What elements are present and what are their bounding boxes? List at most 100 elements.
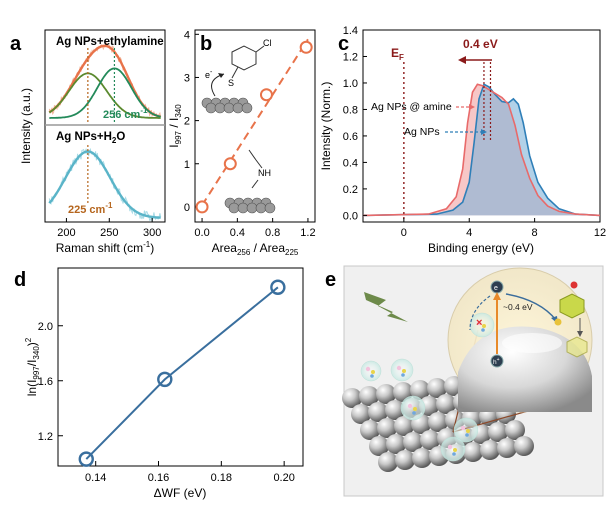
panel-c-xtick-label: 8	[532, 227, 538, 239]
silver-nanoparticle	[412, 448, 432, 468]
silver-nanoparticle	[376, 384, 396, 404]
ethylamine-atom	[365, 366, 371, 372]
panel-a-bottom-annotation: 225 cm-1	[68, 201, 113, 216]
panel-c-letter: c	[338, 33, 349, 55]
panel-b-xtick-label: 0.4	[230, 227, 245, 239]
ethylamine-atom	[476, 320, 482, 326]
panel-b-xlabel: Area256 / Area225	[212, 241, 299, 257]
electron-blocked-path	[469, 295, 491, 331]
panel-a-bottom-fit	[48, 150, 161, 219]
panel-a-top-label: Ag NPs+ethylamine	[56, 36, 164, 48]
silver-nanoparticle	[342, 388, 362, 408]
panel-c-ylabel: Intensity (Norm.)	[319, 82, 333, 171]
panel-a-x-axis: 200 250 300	[57, 218, 161, 239]
ethylamine-atom	[371, 370, 375, 374]
panel-d-line	[85, 286, 279, 460]
panel-b-xtick-label: 1.2	[300, 227, 315, 239]
panel-b-molecule-adsorbed-thiophenol: Cl S e-	[201, 38, 272, 114]
surface-atom	[232, 102, 244, 114]
legend-amine-label: Ag NPs @ amine	[371, 101, 452, 113]
panel-c-line-agnps	[362, 83, 601, 217]
silver-nanoparticle	[428, 412, 448, 432]
silver-nanoparticle	[395, 450, 415, 470]
panel-b-ytick-label: 1	[184, 159, 190, 171]
panel-c-ytick-label: 1.2	[343, 51, 358, 63]
sphere-highlight	[502, 333, 562, 353]
fermi-level-label: EF	[391, 46, 404, 62]
shift-arrow	[458, 56, 492, 64]
sulfur-atom-label: S	[228, 78, 234, 88]
chlorine-atom-label: Cl	[263, 38, 272, 48]
panel-c-xtick-label: 12	[594, 227, 606, 239]
panel-b-data-point	[299, 40, 313, 54]
panel-c-ytick-label: 1.4	[343, 25, 358, 37]
panel-d-ytick-label: 1.2	[38, 431, 53, 443]
blocked-mark: ×	[476, 317, 482, 329]
surface-atom	[205, 102, 217, 114]
panel-a-xtick-label: 200	[57, 227, 75, 239]
silver-nanoparticle	[488, 422, 508, 442]
ethylamine-atom	[370, 374, 374, 378]
panel-d-data-point	[270, 279, 286, 295]
surface-atom	[214, 102, 226, 114]
ethylamine-bubbles	[360, 312, 495, 462]
panel-b-inset-surface-bottom	[224, 197, 276, 214]
ethylamine-bubble	[390, 358, 414, 382]
panel-a-top-annotation: 256 cm-1	[103, 106, 148, 121]
panel-c-xtick-label: 0	[401, 227, 407, 239]
panel-a-bottom-label: Ag NPs+H2O	[56, 131, 125, 145]
panel-b-data-point	[223, 157, 237, 171]
silver-nanoparticle	[377, 418, 397, 438]
panel-b-frame	[194, 29, 316, 223]
thiophenol-molecule	[554, 281, 585, 326]
hole-icon	[490, 354, 504, 368]
ethylamine-atom	[481, 328, 485, 332]
panel-a-ylabel: Intensity (a.u.)	[19, 88, 33, 164]
panel-c-ytick-label: 1.0	[343, 78, 358, 90]
silver-nanoparticle	[427, 378, 447, 398]
panel-b-xtick-label: 0.0	[194, 227, 209, 239]
panel-a-frame	[44, 29, 166, 223]
silver-nanoparticle	[385, 400, 405, 420]
panel-b-xtick-label: 0.8	[265, 227, 280, 239]
panel-d-data-point	[78, 451, 94, 467]
electron-transfer-path	[505, 293, 557, 321]
ethylamine-atom	[412, 411, 416, 415]
silver-nanoparticle	[463, 442, 483, 462]
panel-a-bottom-plot	[48, 145, 162, 222]
surface-atom	[241, 102, 253, 114]
hole-symbol: h+	[493, 357, 500, 366]
panel-b-fit-line	[201, 38, 309, 206]
panel-c-xtick-label: 4	[466, 227, 472, 239]
panel-a-xtick-label: 300	[143, 227, 161, 239]
panel-d-letter: d	[14, 269, 26, 291]
panel-a-letter: a	[10, 33, 22, 55]
silver-nanoparticle	[386, 434, 406, 454]
panel-d-data-point	[157, 371, 173, 388]
panel-c-plot: 0 4 8 12 0.0 0.2 0.4 0.6 0.8 1.0 1.2 1.4	[343, 25, 606, 239]
ethylamine-atom	[413, 407, 417, 411]
panel-b: b 0.0 0.4 0.8 1.2 0 1 2 3 4 I997 / I340 Area256 …	[167, 29, 316, 257]
panel-e: e e h+ ~0.4 eV ×	[325, 265, 604, 497]
ethylamine-atom	[401, 373, 405, 377]
panel-d-xlabel: ΔWF (eV)	[154, 486, 207, 500]
panel-c-ytick-label: 0.0	[343, 210, 358, 222]
ethylamine-atom	[466, 429, 470, 433]
panel-d-ytick-label: 1.6	[38, 376, 53, 388]
electron-symbol: e	[494, 285, 498, 292]
silver-nanoparticle	[436, 394, 456, 414]
panel-b-molecule-ethylamine: NH	[224, 149, 276, 214]
panel-c-frame	[362, 29, 601, 223]
panel-d-plot: 0.14 0.16 0.18 0.20 1.2 1.6 2.0	[38, 279, 295, 484]
ethylamine-atom	[460, 425, 466, 431]
surface-atom	[255, 202, 267, 214]
silver-nanoparticle	[369, 436, 389, 456]
panel-b-ytick-label: 0	[184, 202, 190, 214]
panel-d-ylabel: ln(I997/I340)2	[24, 337, 41, 396]
ethylamine-atom	[482, 324, 486, 328]
panel-b-ylabel: I997 / I340	[167, 104, 183, 148]
panel-b-ytick-label: 2	[184, 116, 190, 128]
panel-b-data-point	[259, 88, 273, 102]
panel-c-ytick-label: 0.4	[343, 157, 358, 169]
